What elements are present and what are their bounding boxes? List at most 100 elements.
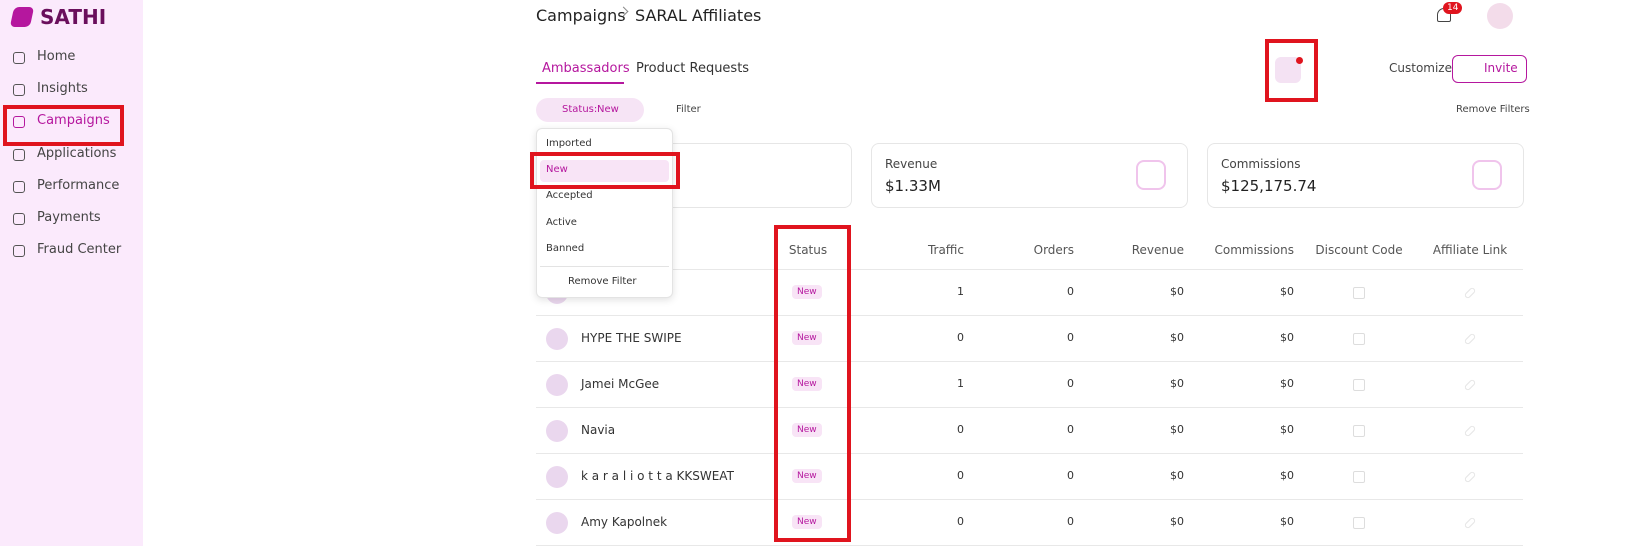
- nav-item[interactable]: Fraud Center: [37, 242, 122, 258]
- invite-label: Invite: [1484, 61, 1518, 75]
- cell: 0: [957, 423, 964, 436]
- dropdown-remove[interactable]: Remove Filter: [568, 276, 637, 287]
- stat-value: $125,175.74: [1221, 177, 1317, 195]
- dropdown-option[interactable]: Accepted: [546, 190, 593, 202]
- nav-item[interactable]: Insights: [37, 81, 88, 97]
- cell: 0: [957, 331, 964, 344]
- cell: $0: [1170, 377, 1184, 390]
- sidebar-highlight: [3, 105, 124, 146]
- column-header: Discount Code: [1315, 243, 1403, 257]
- row-divider: [536, 269, 1523, 270]
- ambassador-name[interactable]: HYPE THE SWIPE: [581, 331, 682, 345]
- cell: $0: [1280, 469, 1294, 482]
- ambassador-name[interactable]: Navia: [581, 423, 616, 437]
- nav-item[interactable]: Applications: [37, 145, 117, 161]
- status-badge: New: [792, 377, 822, 391]
- row-avatar: [546, 512, 568, 534]
- link-icon[interactable]: [1463, 424, 1477, 438]
- column-header: Traffic: [927, 243, 964, 257]
- row-divider: [536, 453, 1523, 454]
- status-badge: New: [792, 285, 822, 299]
- dropdown-option[interactable]: New: [546, 164, 568, 176]
- status-badge: New: [792, 469, 822, 483]
- link-icon[interactable]: [1463, 470, 1477, 484]
- copy-icon[interactable]: [1353, 379, 1365, 391]
- nav-icon: [13, 180, 25, 193]
- filter-highlight: [1265, 39, 1318, 102]
- chip-label: Status:: [562, 104, 598, 115]
- dropdown-option[interactable]: Active: [546, 216, 577, 228]
- dropdown-option[interactable]: Banned: [546, 242, 585, 254]
- nav-item[interactable]: Payments: [37, 210, 101, 225]
- dropdown: [536, 128, 673, 298]
- status-chip[interactable]: [536, 98, 644, 122]
- cell: $0: [1280, 285, 1294, 298]
- cell: 0: [1067, 331, 1074, 344]
- copy-icon[interactable]: [1353, 425, 1365, 437]
- status-badge: New: [792, 515, 822, 529]
- cell: $0: [1280, 377, 1294, 390]
- link-icon[interactable]: [1463, 516, 1477, 530]
- cell: $0: [1170, 285, 1184, 298]
- nav-icon: [13, 148, 25, 161]
- nav-item[interactable]: Home: [37, 49, 76, 64]
- avatar[interactable]: [1487, 3, 1513, 29]
- cell: 0: [1067, 423, 1074, 436]
- invite-button[interactable]: [1452, 55, 1527, 83]
- column-header: Affiliate Link: [1432, 243, 1508, 257]
- cell: 0: [1067, 515, 1074, 528]
- cell: $0: [1280, 423, 1294, 436]
- customize-button[interactable]: Customize: [1389, 61, 1452, 75]
- copy-icon[interactable]: [1353, 517, 1365, 529]
- breadcrumb: SARAL Affiliates: [635, 6, 762, 25]
- nav-item[interactable]: Campaigns: [37, 113, 110, 129]
- column-header: Commissions: [1214, 243, 1294, 257]
- row-avatar: [546, 466, 568, 488]
- status-badge: New: [792, 331, 822, 345]
- column-header: Status: [788, 243, 828, 257]
- copy-icon[interactable]: [1353, 471, 1365, 483]
- ambassador-name[interactable]: k a r a l i o t t a KKSWEAT: [581, 469, 734, 483]
- tab[interactable]: Product Requests: [636, 61, 750, 76]
- cell: 0: [1067, 377, 1074, 390]
- link-icon[interactable]: [1463, 378, 1477, 392]
- status-badge: New: [792, 423, 822, 437]
- add-filter[interactable]: Filter: [676, 104, 701, 115]
- stat-icon: [1472, 160, 1502, 190]
- cell: $0: [1280, 515, 1294, 528]
- copy-icon[interactable]: [1353, 287, 1365, 299]
- cell: $0: [1170, 515, 1184, 528]
- stat-value: $1.33M: [885, 177, 941, 195]
- cell: $0: [1170, 423, 1184, 436]
- copy-icon[interactable]: [1353, 333, 1365, 345]
- ambassador-name[interactable]: Jamei McGee: [581, 377, 660, 391]
- remove-filters[interactable]: Remove Filters: [1456, 104, 1530, 115]
- row-avatar: [546, 328, 568, 350]
- row-avatar: [546, 420, 568, 442]
- column-header: Revenue: [1131, 243, 1184, 257]
- row-avatar: [546, 374, 568, 396]
- cell: 0: [957, 515, 964, 528]
- link-icon[interactable]: [1463, 332, 1477, 346]
- tab[interactable]: Ambassadors: [542, 61, 630, 76]
- cell: 1: [957, 285, 964, 298]
- link-icon[interactable]: [1463, 286, 1477, 300]
- breadcrumb[interactable]: Campaigns: [536, 6, 626, 25]
- nav-item[interactable]: Performance: [37, 177, 120, 193]
- stat-card: [871, 143, 1188, 208]
- dropdown-option[interactable]: Imported: [546, 138, 592, 149]
- chip-value: New: [597, 104, 619, 115]
- row-divider: [536, 315, 1523, 316]
- nav-icon: [13, 116, 25, 129]
- row-divider: [536, 499, 1523, 500]
- cell: 0: [957, 469, 964, 482]
- stat-label: Commissions: [1221, 157, 1301, 171]
- option-highlight: [530, 152, 680, 189]
- filter-dot: [1296, 57, 1303, 64]
- dropdown-divider: [540, 266, 669, 267]
- row-divider: [536, 361, 1523, 362]
- ambassador-name[interactable]: Amy Kapolnek: [581, 515, 668, 529]
- logo-text: SATHI: [40, 5, 107, 29]
- status-highlight: [774, 225, 851, 542]
